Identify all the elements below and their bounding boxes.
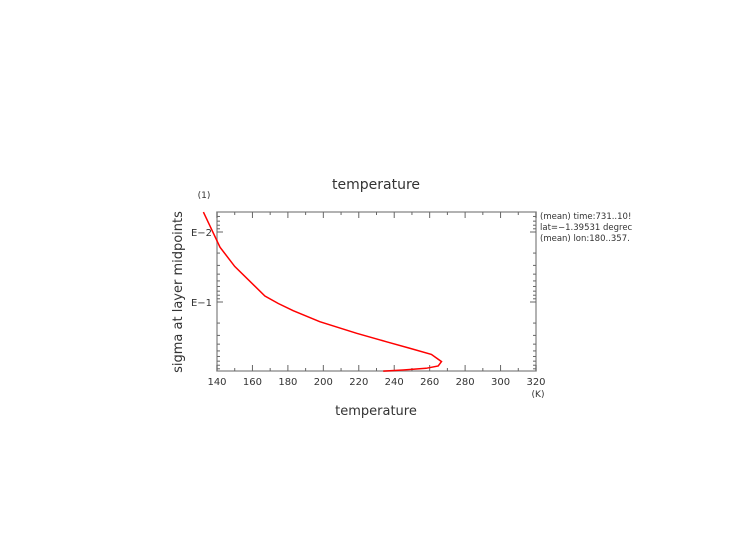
y-tick-label: E−1 xyxy=(191,298,212,309)
x-unit-label: (K) xyxy=(532,390,545,400)
x-tick-label: 280 xyxy=(456,377,475,388)
y-unit-label: (1) xyxy=(198,191,211,201)
plot-frame xyxy=(216,211,537,372)
annotation-lon: (mean) lon:180..357. xyxy=(540,234,630,244)
x-tick-label: 320 xyxy=(526,377,545,388)
y-axis-label: sigma at layer midpoints xyxy=(171,211,186,373)
annotation-time: (mean) time:731..10! xyxy=(540,212,631,222)
x-tick-label: 180 xyxy=(278,377,297,388)
x-tick-label: 220 xyxy=(349,377,368,388)
x-tick-label: 240 xyxy=(385,377,404,388)
x-tick-label: 140 xyxy=(207,377,226,388)
x-axis-label: temperature xyxy=(335,404,417,419)
series-line-temperature xyxy=(202,211,443,372)
annotation-lat: lat=−1.39531 degrec xyxy=(540,223,633,233)
chart-title: temperature xyxy=(332,177,420,193)
annotation-clip xyxy=(640,205,752,250)
x-tick-label: 260 xyxy=(420,377,439,388)
x-tick-label: 300 xyxy=(491,377,510,388)
x-tick-label: 160 xyxy=(243,377,262,388)
x-tick-label: 200 xyxy=(314,377,333,388)
y-tick-label: E−2 xyxy=(191,228,212,239)
